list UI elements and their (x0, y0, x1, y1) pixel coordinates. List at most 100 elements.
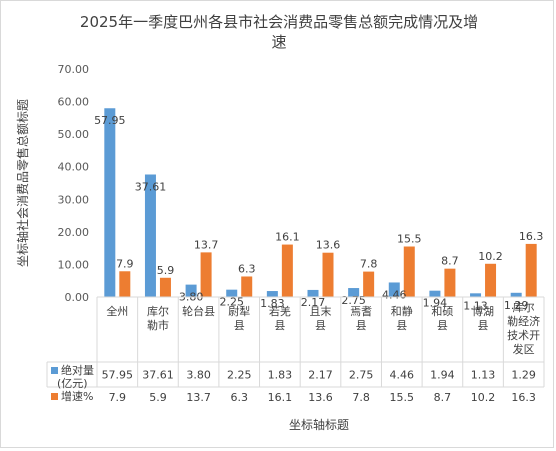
category-label: 库尔勒市 (147, 305, 169, 332)
data-label-absolute: 1.94 (423, 297, 448, 310)
y-tick-label: 10.00 (58, 258, 90, 271)
data-label-absolute: 1.83 (260, 297, 285, 310)
bar-absolute (185, 284, 197, 297)
data-label-growth: 8.7 (441, 255, 459, 268)
chart-title-line: 2025年一季度巴州各县市社会消费品零售总额完成情况及增 (80, 13, 478, 31)
table-value-absolute: 4.46 (390, 369, 415, 382)
y-tick-label: 30.00 (58, 193, 90, 206)
bar-absolute (226, 289, 238, 297)
table-value-growth: 16.3 (511, 391, 536, 404)
bar-absolute (348, 288, 360, 297)
bar-growth (119, 271, 131, 297)
category-label: 轮台县 (182, 304, 215, 318)
table-value-growth: 15.5 (390, 391, 415, 404)
table-value-growth: 10.2 (471, 391, 496, 404)
bar-growth (444, 268, 456, 297)
table-value-absolute: 1.29 (511, 369, 536, 382)
table-value-growth: 5.9 (149, 391, 167, 404)
table-value-absolute: 1.83 (268, 369, 293, 382)
table-value-absolute: 57.95 (102, 369, 134, 382)
y-tick-label: 60.00 (58, 96, 90, 109)
bar-growth (159, 277, 171, 297)
y-axis: 0.00 10.00 20.00 30.00 40.00 50.00 60.00 70.00 (58, 63, 90, 304)
category-label: 博湖县 (472, 305, 494, 332)
table-value-growth: 6.3 (230, 391, 248, 404)
bar-growth (281, 244, 293, 297)
category-label: 尉犁县 (228, 304, 250, 332)
category-label: 和静县 (391, 304, 413, 332)
bar-growth (322, 252, 334, 297)
bar-absolute (266, 291, 278, 297)
data-label-growth: 7.9 (116, 257, 134, 270)
data-label-growth: 16.3 (519, 230, 544, 243)
data-label-absolute: 2.17 (301, 296, 326, 309)
bars (104, 108, 537, 298)
table-value-growth: 7.9 (109, 391, 127, 404)
category-label: 全州 (106, 304, 128, 318)
bar-absolute (104, 108, 116, 298)
table-value-growth: 16.1 (268, 391, 293, 404)
data-label-growth: 15.5 (397, 233, 422, 246)
data-label-absolute: 37.61 (135, 180, 167, 193)
bar-growth (403, 246, 415, 297)
table-value-growth: 13.6 (308, 391, 333, 404)
y-tick-label: 20.00 (58, 226, 90, 239)
data-label-absolute: 57.95 (94, 114, 126, 127)
table-value-absolute: 1.94 (430, 369, 455, 382)
category-label: 焉耆县 (350, 305, 372, 332)
data-label-growth: 13.7 (194, 238, 219, 251)
bar-growth (241, 276, 253, 297)
table-value-absolute: 37.61 (142, 369, 174, 382)
table-value-absolute: 2.17 (308, 369, 333, 382)
table-value-growth: 13.7 (186, 391, 211, 404)
bar-growth (363, 271, 375, 297)
category-label: 库尔勒经济技术开发区 (507, 301, 540, 356)
category-label: 若羌县 (269, 305, 291, 332)
data-label-absolute: 4.46 (382, 288, 407, 301)
y-axis-title: 坐标轴社会消费品零售总额标题 (15, 99, 30, 267)
legend-label-absolute: 绝对量(亿元) (57, 363, 94, 390)
y-axis-title-text: 坐标轴社会消费品零售总额标题 (15, 99, 30, 267)
data-label-absolute: 2.25 (219, 296, 244, 309)
data-labels: 57.957.937.615.93.8013.72.256.31.8316.12… (94, 114, 543, 312)
data-label-growth: 6.3 (238, 262, 256, 275)
bar-growth (525, 243, 537, 297)
bar-growth (485, 263, 497, 297)
data-label-growth: 16.1 (275, 231, 300, 244)
data-label-growth: 5.9 (157, 264, 175, 277)
table-value-absolute: 1.13 (471, 369, 496, 382)
table-value-absolute: 2.25 (227, 369, 252, 382)
data-label-growth: 10.2 (478, 250, 503, 263)
y-tick-label: 0.00 (65, 291, 90, 304)
bar-growth (200, 252, 212, 297)
bar-absolute (470, 293, 482, 297)
data-label-growth: 13.6 (316, 239, 341, 252)
y-tick-label: 40.00 (58, 161, 90, 174)
bar-absolute (510, 292, 522, 297)
legend-key-growth (51, 393, 58, 400)
table-value-growth: 8.7 (434, 391, 452, 404)
table-value-growth: 7.8 (352, 391, 370, 404)
data-label-growth: 7.8 (360, 258, 378, 271)
bar-absolute (429, 290, 441, 297)
bar-absolute (144, 174, 156, 297)
bar-absolute (307, 289, 319, 297)
legend-key-absolute (51, 367, 58, 374)
bar-absolute (388, 282, 400, 297)
category-label: 和硕县 (431, 305, 453, 332)
chart-title-line: 速 (271, 33, 286, 51)
y-tick-label: 70.00 (58, 63, 90, 76)
table-value-absolute: 3.80 (186, 369, 211, 382)
x-axis-title: 坐标轴标题 (289, 417, 349, 432)
data-label-absolute: 1.13 (463, 299, 488, 312)
category-label: 且末县 (310, 304, 332, 332)
x-axis-title-text: 坐标轴标题 (289, 417, 349, 432)
table-value-absolute: 2.75 (349, 369, 374, 382)
y-tick-label: 50.00 (58, 128, 90, 141)
data-label-absolute: 1.29 (504, 299, 529, 312)
legend-label-growth: 增速% (61, 389, 93, 403)
